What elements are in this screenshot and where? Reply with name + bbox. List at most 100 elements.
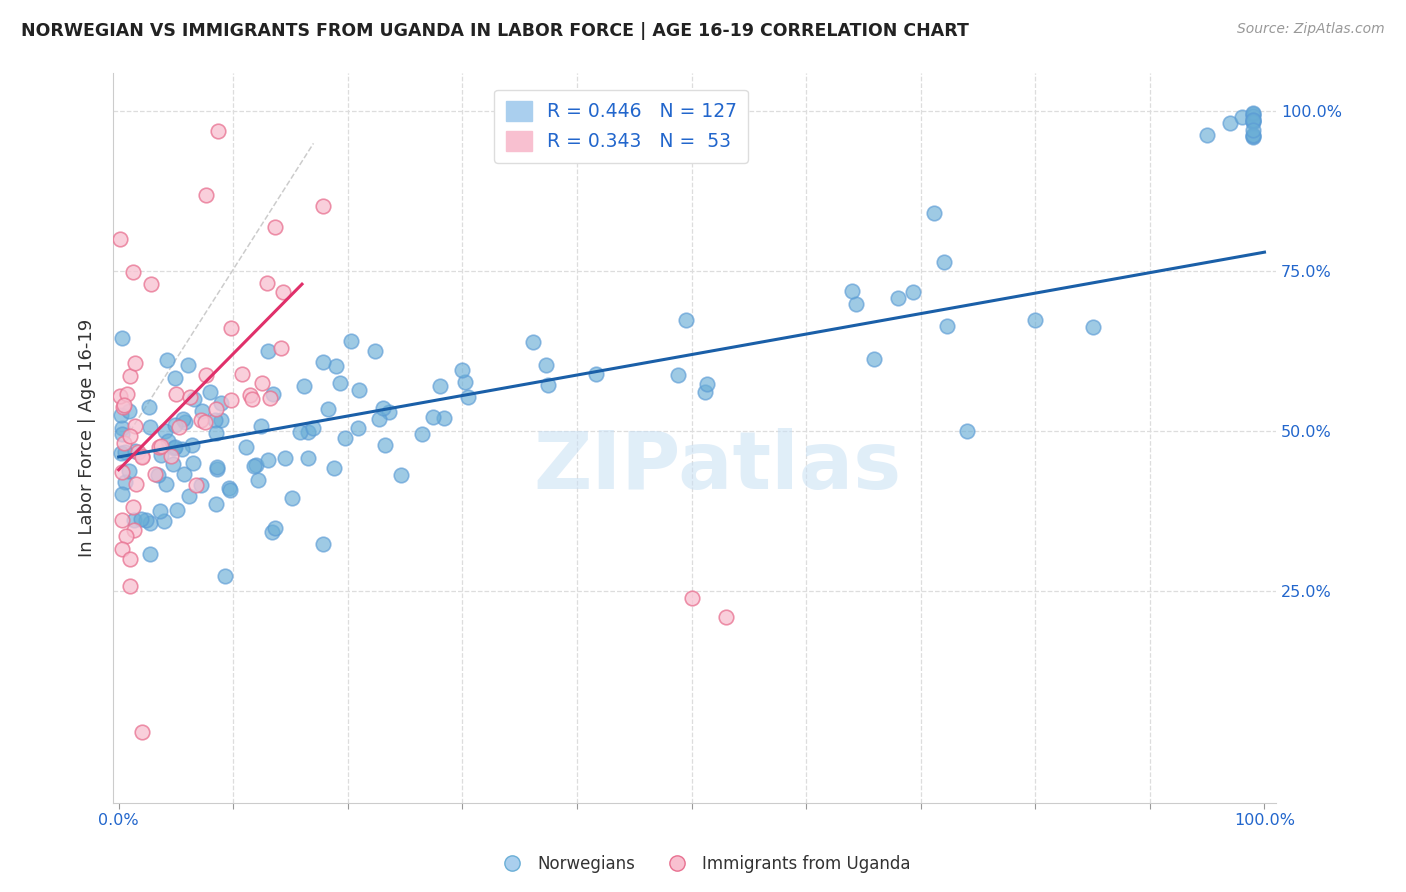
Point (714, 610, 737, 624)
Point (163, 417, 186, 432)
Point (155, 476, 177, 491)
Point (138, 400, 160, 414)
Point (845, 296, 868, 310)
Point (131, 449, 153, 463)
Point (163, 441, 186, 455)
Point (329, 376, 352, 390)
Legend: Norwegians, Immigrants from Uganda: Norwegians, Immigrants from Uganda (489, 848, 917, 880)
Point (165, 370, 187, 384)
Point (195, 187, 218, 202)
Point (259, 391, 281, 405)
Point (172, 412, 194, 426)
Point (131, 450, 153, 464)
Point (675, 313, 697, 327)
Point (1241, 106, 1264, 120)
Point (1241, 123, 1264, 137)
Point (204, 413, 226, 427)
Point (364, 344, 387, 359)
Point (177, 489, 200, 503)
Point (204, 497, 226, 511)
Point (183, 392, 205, 406)
Point (922, 206, 945, 220)
Point (170, 442, 193, 456)
Point (143, 467, 166, 482)
Point (457, 390, 479, 404)
Point (325, 359, 347, 373)
Point (245, 458, 267, 473)
Point (347, 421, 370, 435)
Point (153, 514, 176, 528)
Point (1241, 112, 1264, 127)
Point (955, 424, 977, 438)
Point (139, 277, 162, 292)
Text: ZIPatlas: ZIPatlas (533, 428, 901, 506)
Point (1230, 110, 1253, 124)
Point (263, 521, 285, 535)
Point (696, 377, 718, 392)
Point (115, 387, 138, 401)
Point (191, 404, 214, 418)
Point (108, 232, 131, 246)
Point (129, 512, 152, 526)
Point (681, 591, 703, 605)
Point (219, 393, 242, 408)
Point (1197, 128, 1219, 142)
Point (155, 424, 177, 438)
Point (114, 445, 136, 459)
Point (139, 547, 162, 561)
Point (122, 513, 145, 527)
Point (194, 415, 217, 429)
Point (127, 445, 149, 459)
Point (274, 450, 297, 465)
Point (149, 448, 172, 462)
Point (537, 378, 560, 392)
Point (262, 387, 284, 401)
Point (270, 341, 292, 355)
Point (131, 725, 153, 739)
Point (585, 367, 607, 381)
Point (200, 385, 222, 400)
Point (1024, 313, 1046, 327)
Point (347, 383, 370, 397)
Point (111, 486, 134, 500)
Point (118, 369, 141, 384)
Point (111, 421, 134, 435)
Point (433, 410, 456, 425)
Point (166, 503, 188, 517)
Point (162, 457, 184, 471)
Point (184, 478, 207, 492)
Point (312, 198, 335, 212)
Point (1081, 320, 1104, 334)
Point (173, 467, 195, 482)
Point (389, 468, 412, 483)
Point (190, 413, 212, 427)
Point (887, 291, 910, 305)
Point (112, 436, 135, 450)
Point (256, 343, 278, 358)
Point (256, 453, 278, 467)
Point (165, 441, 187, 455)
Point (180, 438, 202, 452)
Point (1241, 130, 1264, 145)
Point (901, 285, 924, 299)
Point (157, 434, 180, 448)
Point (1219, 116, 1241, 130)
Point (124, 356, 146, 370)
Point (297, 451, 319, 466)
Point (411, 427, 433, 442)
Point (121, 265, 143, 279)
Point (863, 352, 886, 367)
Point (114, 529, 136, 543)
Point (936, 318, 959, 333)
Point (292, 379, 315, 393)
Point (522, 334, 544, 349)
Point (235, 440, 257, 454)
Point (118, 404, 141, 418)
Point (205, 462, 228, 476)
Point (124, 418, 146, 433)
Point (122, 523, 145, 537)
Point (112, 400, 135, 414)
Text: NORWEGIAN VS IMMIGRANTS FROM UGANDA IN LABOR FORCE | AGE 16-19 CORRELATION CHART: NORWEGIAN VS IMMIGRANTS FROM UGANDA IN L… (21, 22, 969, 40)
Point (118, 429, 141, 443)
Point (312, 354, 335, 368)
